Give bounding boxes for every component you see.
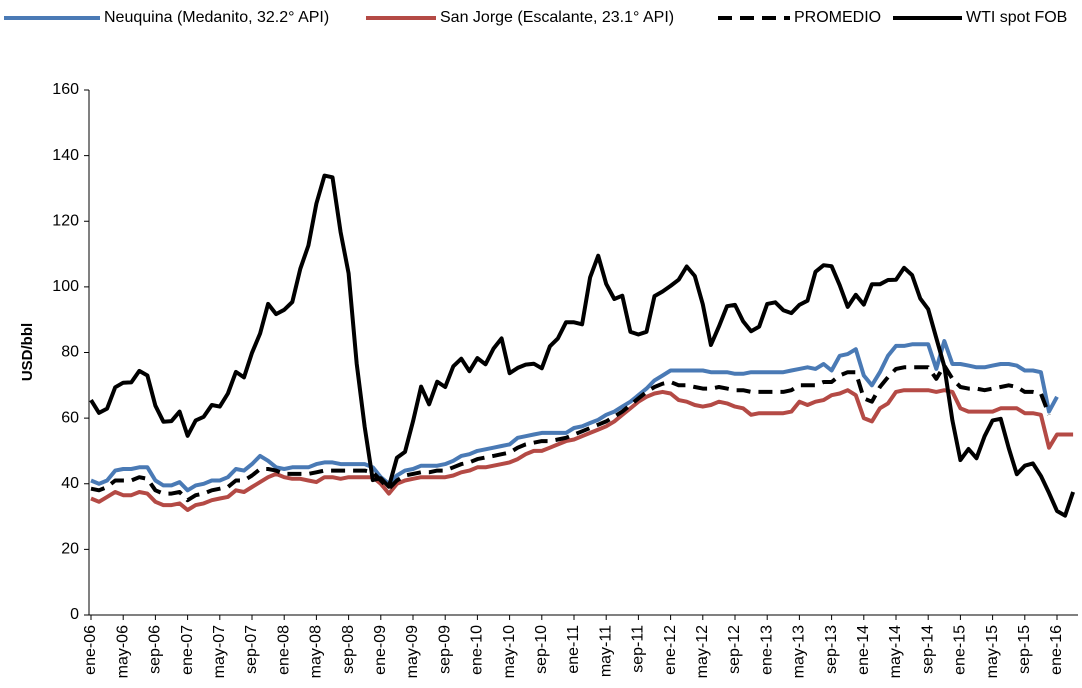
x-tick-label: sep-09 xyxy=(436,625,453,674)
x-tick-label: sep-11 xyxy=(630,625,647,673)
x-tick-label: sep-14 xyxy=(919,625,936,674)
x-tick-label: ene-16 xyxy=(1048,625,1065,675)
legend-label: Neuquina (Medanito, 32.2° API) xyxy=(104,9,329,26)
x-tick-label: sep-08 xyxy=(340,625,357,674)
legend-label: San Jorge (Escalante, 23.1° API) xyxy=(440,9,674,26)
x-tick-label: ene-08 xyxy=(275,625,292,675)
series-line xyxy=(90,363,1051,503)
x-tick-label: ene-15 xyxy=(952,625,969,675)
x-tick-label: sep-10 xyxy=(533,625,550,674)
x-tick-label: sep-06 xyxy=(147,625,164,674)
x-tick-label: may-12 xyxy=(694,625,711,678)
y-tick-label: 60 xyxy=(61,409,79,426)
series-line xyxy=(89,173,1075,518)
y-tick-label: 120 xyxy=(52,212,79,229)
y-tick-label: 0 xyxy=(70,606,79,623)
x-tick-label: may-07 xyxy=(211,625,228,678)
x-tick-label: may-14 xyxy=(887,625,904,678)
x-tick-label: may-10 xyxy=(501,625,518,678)
x-tick-label: sep-12 xyxy=(726,625,743,674)
y-tick-label: 100 xyxy=(52,278,79,295)
y-tick-label: 80 xyxy=(61,344,79,361)
legend-label: PROMEDIO xyxy=(794,9,881,26)
y-tick-label: 40 xyxy=(61,475,79,492)
x-tick-label: sep-07 xyxy=(243,625,260,674)
y-tick-label: 160 xyxy=(52,81,79,98)
x-tick-label: may-13 xyxy=(791,625,808,678)
x-tick-label: may-09 xyxy=(404,625,421,678)
x-tick-label: ene-09 xyxy=(372,625,389,675)
x-tick-label: ene-14 xyxy=(855,625,872,675)
x-tick-label: ene-07 xyxy=(179,625,196,675)
y-axis-label: USD/bbl xyxy=(19,323,36,381)
legend-label: WTI spot FOB xyxy=(966,9,1067,26)
x-tick-label: ene-10 xyxy=(469,625,486,675)
y-tick-label: 20 xyxy=(61,541,79,558)
x-tick-label: ene-11 xyxy=(565,625,582,674)
series-line xyxy=(90,388,1074,512)
x-tick-label: may-15 xyxy=(984,625,1001,678)
y-tick-label: 140 xyxy=(52,147,79,164)
x-tick-label: sep-13 xyxy=(823,625,840,674)
x-tick-label: may-06 xyxy=(114,625,131,678)
x-tick-label: sep-15 xyxy=(1016,625,1033,674)
x-tick-label: ene-12 xyxy=(662,625,679,675)
series-line xyxy=(90,339,1059,493)
x-tick-label: may-08 xyxy=(308,625,325,678)
x-tick-label: ene-13 xyxy=(758,625,775,675)
x-tick-label: ene-06 xyxy=(82,625,99,675)
x-tick-label: may-11 xyxy=(597,625,614,677)
